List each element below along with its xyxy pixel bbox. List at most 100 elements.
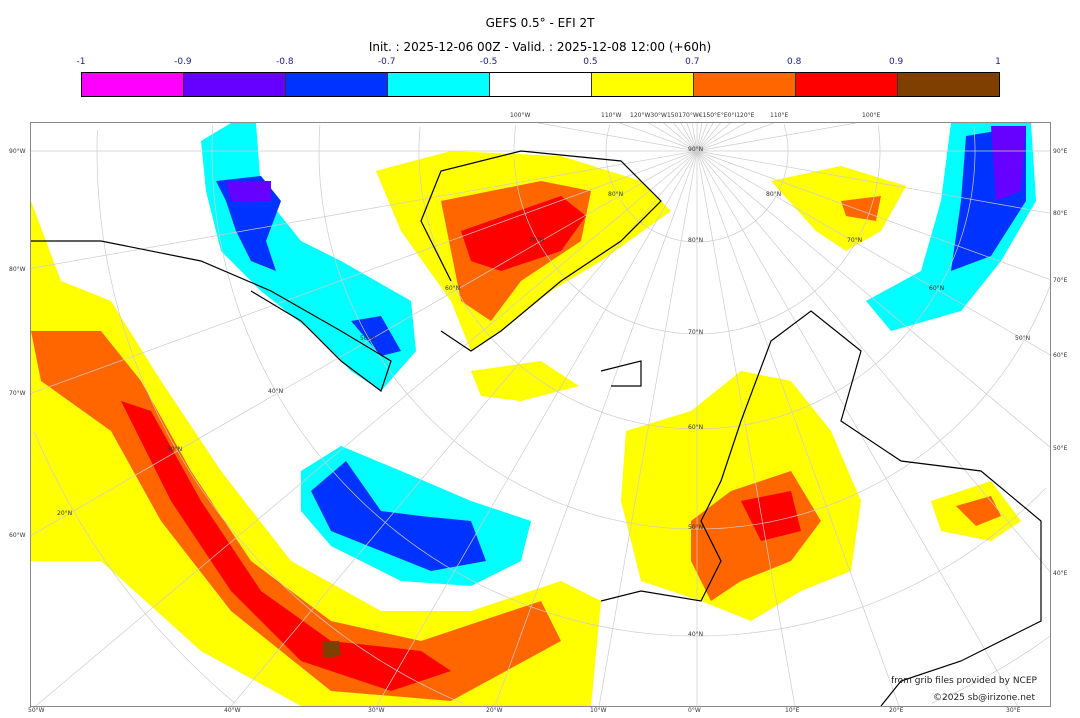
chart-subtitle: Init. : 2025-12-06 00Z - Valid. : 2025-1…	[368, 40, 712, 54]
axis-label: 110°E	[770, 112, 789, 119]
colorbar-bin	[796, 73, 898, 96]
colorbar-tick: 0.9	[888, 57, 904, 67]
axis-label: 80°N	[766, 191, 782, 198]
meridian	[696, 123, 703, 152]
asia-violet	[991, 126, 1026, 201]
colorbar	[81, 72, 1000, 97]
meridian	[696, 123, 746, 152]
axis-label: 70°W	[9, 390, 26, 397]
colorbar-bin	[82, 73, 184, 96]
axis-label: 90°W	[9, 148, 26, 155]
axis-label: 60°N	[688, 424, 704, 431]
colorbar-tick: -0.9	[174, 57, 192, 67]
axis-label: 60°W	[9, 532, 26, 539]
meridian	[696, 150, 1018, 706]
axis-label: 50°N	[688, 524, 704, 531]
parallel	[33, 432, 235, 703]
meridian	[696, 123, 721, 152]
meridian	[696, 150, 1050, 356]
meridian	[696, 150, 1050, 572]
axis-label: 100°E	[862, 112, 881, 119]
axis-label: 80°N	[608, 191, 624, 198]
meridian	[696, 150, 900, 706]
axis-label: 50°N	[1015, 335, 1031, 342]
chart-title: GEFS 0.5° - EFI 2T	[485, 16, 595, 30]
axis-label: 20°W	[486, 707, 503, 714]
meridian	[376, 150, 698, 706]
axis-label: 60°N	[929, 285, 945, 292]
axis-label: 70°N	[529, 237, 545, 244]
map-canvas	[30, 122, 1051, 707]
meridian	[696, 123, 731, 152]
axis-label: 30°E	[1006, 707, 1021, 714]
colorbar-bin	[388, 73, 490, 96]
axis-label: 90°E	[1053, 148, 1068, 155]
axis-label: 70°N	[688, 329, 704, 336]
axis-label: 10°W	[590, 707, 607, 714]
europe-red	[741, 491, 801, 541]
meridian	[696, 150, 796, 706]
meridian	[696, 123, 775, 152]
canada-violet	[226, 181, 271, 201]
meridian	[673, 123, 698, 152]
canada-coast	[31, 240, 392, 392]
axis-label: 50°E	[1053, 445, 1068, 452]
colorbar-bin	[184, 73, 286, 96]
axis-label: 40°W	[224, 707, 241, 714]
axis-label: 60°N	[445, 285, 461, 292]
meridian	[663, 123, 698, 152]
axis-label: 90°N	[688, 146, 704, 153]
greenland-red	[461, 196, 586, 271]
axis-label: 20°E	[889, 707, 904, 714]
credit-source: from grib files provided by NCEP	[891, 676, 1037, 686]
colorbar-bin	[694, 73, 796, 96]
axis-label: 80°N	[688, 237, 704, 244]
parallel	[211, 125, 1047, 637]
meridian	[696, 150, 1050, 448]
axis-label: 60°E	[1053, 352, 1068, 359]
meridian	[231, 150, 698, 706]
axis-label: 40°E	[1053, 570, 1068, 577]
colorbar-bin	[592, 73, 694, 96]
axis-label: 40°N	[268, 388, 284, 395]
colorbar-bin	[286, 73, 388, 96]
credit-copyright: ©2025 sb@irizone.net	[933, 693, 1035, 703]
meridian	[619, 123, 698, 152]
iceland-yellow	[471, 361, 579, 401]
meridian	[648, 123, 698, 152]
axis-label: 80°E	[1053, 210, 1068, 217]
axis-label: 40°N	[688, 631, 704, 638]
axis-label: 70°E	[1053, 277, 1068, 284]
axis-label: 120°W30°W150170°W€150°E°E0°I120°E	[630, 112, 755, 119]
meridian	[494, 150, 698, 706]
graticule	[31, 123, 1050, 706]
colorbar-bin	[898, 73, 999, 96]
meridian	[35, 150, 698, 706]
atlantic-blue	[311, 461, 486, 571]
axis-label: 10°E	[785, 707, 800, 714]
meridian	[696, 123, 708, 152]
axis-label: 30°N	[167, 446, 183, 453]
meridian	[691, 123, 698, 152]
warm-anomaly-yellow	[31, 201, 601, 706]
colorbar-bin	[490, 73, 592, 96]
meridian	[680, 123, 698, 152]
parallel	[96, 130, 1050, 704]
colorbar-tick: -0.8	[275, 57, 294, 67]
parallel	[418, 126, 976, 430]
warm-anomaly-brown	[323, 641, 341, 658]
parallel	[605, 124, 789, 243]
europe-coast	[600, 310, 1042, 706]
axis-label: 110°W	[601, 112, 622, 119]
colorbar-tick: -1	[76, 57, 86, 67]
colorbar-tick: -0.7	[377, 57, 396, 67]
axis-label: 30°W	[368, 707, 385, 714]
meridian	[686, 123, 698, 152]
colorbar-tick: 0.5	[583, 57, 598, 67]
warm-anomaly-orange	[31, 331, 561, 701]
iceland-coast	[600, 360, 642, 387]
greenland-coast	[420, 150, 662, 352]
meridian	[696, 123, 714, 152]
siberia-yellow	[771, 166, 906, 251]
axis-label: 80°W	[9, 266, 26, 273]
